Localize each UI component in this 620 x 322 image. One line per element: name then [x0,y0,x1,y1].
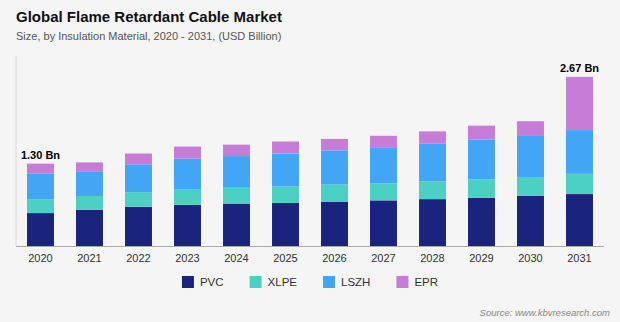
bar-segment [174,147,201,159]
bar-segment [321,185,348,202]
bar-segment [370,200,397,246]
x-tick-label: 2020 [28,252,52,264]
bar-segment [419,143,446,181]
bar-segment [125,207,152,246]
bar-segment [566,194,593,246]
bar-segment [419,131,446,143]
bar-segment [468,180,495,198]
y-axis-line [16,56,17,246]
bar-segment [419,181,446,199]
legend-label: EPR [414,276,438,288]
bar-segment [272,186,299,202]
bar-segment [76,162,103,172]
bar-segment [370,136,397,147]
x-tick-label: 2024 [224,252,248,264]
x-tick-label: 2028 [420,252,444,264]
bar-segment [223,156,250,188]
bar-segment [76,210,103,246]
bar-segment [468,140,495,180]
legend-label: PVC [200,276,224,288]
x-tick-label: 2022 [126,252,150,264]
title: Global Flame Retardant Cable Market [16,8,282,25]
bar-segment [27,164,54,174]
bar-segment [27,213,54,246]
x-tick-label: 2025 [273,252,297,264]
source: Source: www.kbvresearch.com [480,307,610,318]
x-axis-line [16,246,604,247]
bar-segment [321,139,348,150]
legend-swatch [396,276,408,288]
legend-swatch [182,276,194,288]
bar-segment [468,126,495,140]
x-tick-label: 2027 [371,252,395,264]
x-tick-label: 2031 [567,252,591,264]
annotation: 2.67 Bn [560,62,599,74]
legend-label: XLPE [268,276,298,288]
x-tick-label: 2029 [469,252,493,264]
bar-segment [566,174,593,194]
bar-segment [76,172,103,196]
annotation: 1.30 Bn [21,149,60,161]
bar-segment [517,177,544,196]
bar-segment [174,189,201,205]
bar-segment [321,202,348,246]
bar-segment [125,192,152,207]
bar-segment [174,205,201,246]
x-tick-label: 2023 [175,252,199,264]
bar-segment [272,154,299,187]
bar-segment [174,159,201,189]
bar-segment [223,145,250,156]
bar-segment [566,130,593,174]
bar-segment [27,174,54,199]
bar-segment [517,135,544,177]
x-tick-label: 2030 [518,252,542,264]
legend-swatch [250,276,262,288]
bars [27,77,593,246]
x-tick-label: 2021 [77,252,101,264]
x-tick-label: 2026 [322,252,346,264]
bar-segment [517,196,544,246]
bar-segment [76,196,103,210]
bar-segment [272,142,299,154]
bar-segment [370,183,397,200]
bar-segment [27,199,54,213]
bar-segment [370,147,397,183]
subtitle: Size, by Insulation Material, 2020 - 203… [16,30,281,42]
bar-segment [419,199,446,246]
legend-label: LSZH [341,276,370,288]
legend: PVC XLPE LSZH EPR [182,276,438,288]
bar-segment [125,154,152,165]
bar-segment [468,198,495,246]
bar-segment [517,121,544,135]
bar-segment [321,150,348,184]
background [0,0,620,322]
legend-swatch [323,276,335,288]
bar-segment [272,203,299,246]
bar-segment [223,204,250,246]
bar-segment [223,188,250,204]
bar-segment [566,77,593,130]
bar-segment [125,164,152,192]
